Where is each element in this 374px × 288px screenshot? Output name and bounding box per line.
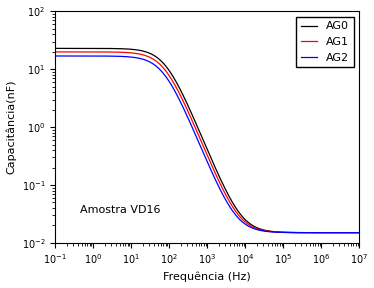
AG2 (88, 54, 92, 58)
AG2 (318, 231, 323, 234)
Line: AG0: AG0 (55, 48, 359, 233)
AG1 (53, 50, 58, 54)
Y-axis label: Capacitância(nF): Capacitância(nF) (6, 80, 16, 175)
AG0 (88, 47, 92, 50)
AG1 (318, 231, 323, 234)
Line: AG1: AG1 (55, 52, 359, 233)
Line: AG2: AG2 (55, 56, 359, 233)
AG0 (318, 231, 323, 234)
AG2 (357, 231, 362, 234)
AG0 (106, 47, 110, 50)
AG1 (169, 78, 174, 82)
AG0 (351, 231, 356, 234)
AG2 (169, 84, 174, 88)
AG0 (183, 97, 187, 101)
Text: Amostra VD16: Amostra VD16 (80, 205, 160, 215)
AG1 (88, 50, 92, 54)
AG0 (53, 47, 58, 50)
AG1 (183, 103, 187, 107)
AG0 (357, 231, 362, 234)
AG2 (183, 110, 187, 113)
AG1 (106, 50, 110, 54)
AG0 (169, 73, 174, 76)
Legend: AG0, AG1, AG2: AG0, AG1, AG2 (296, 17, 354, 67)
AG2 (53, 54, 58, 58)
AG2 (106, 54, 110, 58)
AG1 (357, 231, 362, 234)
AG2 (351, 231, 356, 234)
AG1 (351, 231, 356, 234)
X-axis label: Frequência (Hz): Frequência (Hz) (163, 272, 251, 283)
